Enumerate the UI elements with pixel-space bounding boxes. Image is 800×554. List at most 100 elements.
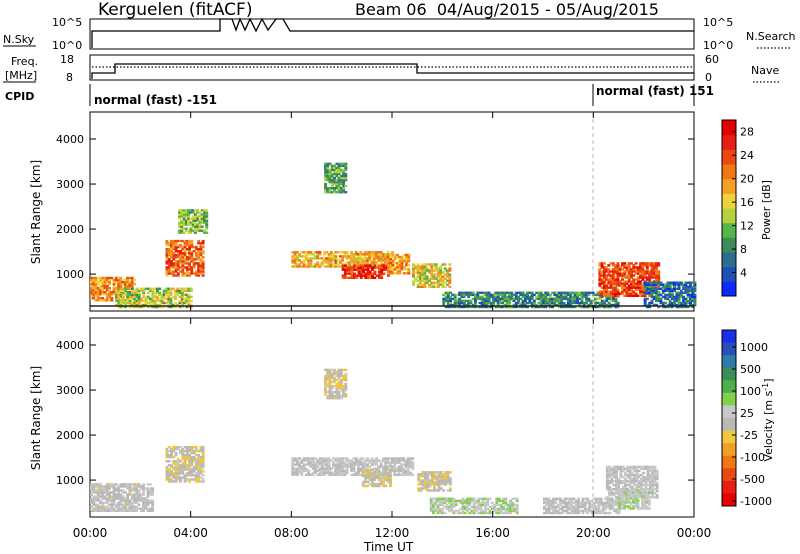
heatmap-cell (181, 464, 185, 467)
heatmap-cell (366, 270, 370, 273)
heatmap-cell (480, 299, 484, 303)
heatmap-cell (617, 509, 621, 513)
heatmap-cell (628, 483, 632, 487)
heatmap-cell (514, 297, 518, 301)
heatmap-cell (183, 254, 187, 257)
heatmap-cell (477, 507, 481, 511)
heatmap-cell (437, 283, 440, 286)
heatmap-cell (363, 463, 367, 466)
heatmap-cell (337, 372, 341, 376)
heatmap-cell (555, 299, 559, 303)
heatmap-cell (328, 376, 332, 380)
heatmap-cell (648, 287, 652, 290)
heatmap-cell (197, 272, 201, 275)
heatmap-cell (471, 297, 475, 301)
heatmap-cell (615, 469, 618, 473)
heatmap-cell (434, 501, 438, 505)
heatmap-cell (677, 285, 681, 288)
heatmap-cell (130, 501, 134, 504)
heatmap-cell (630, 290, 633, 293)
cpid-mode-1: normal (fast) -151 (94, 93, 217, 107)
heatmap-cell (302, 465, 306, 468)
heatmap-cell (613, 509, 617, 513)
heatmap-cell (632, 497, 635, 500)
heatmap-cell (684, 297, 688, 301)
heatmap-cell (165, 268, 169, 271)
heatmap-cell (94, 489, 98, 492)
heatmap-cell (366, 268, 370, 271)
heatmap-cell (442, 489, 445, 492)
heatmap-cell (452, 511, 456, 515)
heatmap-cell (176, 472, 180, 475)
heatmap-cell (496, 295, 500, 299)
heatmap-cell (400, 268, 404, 271)
heatmap-cell (197, 478, 201, 481)
heatmap-cell (334, 465, 338, 468)
heatmap-cell (335, 395, 339, 398)
power-colorbar-tick-label: 20 (740, 173, 754, 186)
heatmap-cell (309, 259, 313, 262)
velocity-colorbar-swatch (722, 330, 736, 344)
heatmap-cell (370, 474, 374, 478)
heatmap-cell (333, 370, 336, 374)
heatmap-cell (176, 268, 180, 271)
heatmap-cell (366, 253, 369, 256)
heatmap-cell (391, 467, 394, 470)
heatmap-cell (444, 291, 448, 294)
heatmap-cell (462, 293, 466, 297)
heatmap-cell (560, 303, 563, 307)
heatmap-cell (442, 481, 445, 484)
heatmap-cell (630, 477, 634, 481)
heatmap-cell (314, 467, 317, 470)
heatmap-cell (184, 219, 188, 222)
heatmap-cell (606, 501, 610, 505)
nsky-label: N.Sky (3, 33, 35, 46)
heatmap-cell (641, 282, 645, 285)
heatmap-cell (139, 499, 143, 502)
heatmap-cell (641, 286, 645, 289)
heatmap-cell (657, 295, 661, 299)
heatmap-cell (686, 287, 690, 290)
heatmap-cell (583, 509, 587, 513)
heatmap-cell (630, 268, 633, 271)
heatmap-cell (600, 305, 604, 309)
heatmap-cell (608, 473, 612, 477)
heatmap-cell (650, 295, 654, 299)
heatmap-cell (627, 493, 631, 496)
heatmap-cell (579, 509, 583, 513)
heatmap-cell (630, 485, 634, 489)
heatmap-cell (344, 191, 348, 194)
heatmap-cell (372, 257, 376, 260)
heatmap-cell (193, 229, 197, 232)
heatmap-cell (142, 497, 145, 500)
heatmap-cell (607, 278, 611, 281)
heatmap-cell (307, 459, 311, 462)
heatmap-cell (155, 297, 159, 301)
heatmap-cell (103, 485, 107, 488)
heatmap-cell (445, 497, 449, 500)
heatmap-cell (151, 501, 155, 504)
heatmap-cell (436, 511, 440, 515)
freq-panel-frame (89, 54, 695, 81)
heatmap-cell (377, 274, 381, 277)
heatmap-cell (133, 507, 136, 510)
heatmap-cell (421, 481, 425, 484)
heatmap-cell (605, 282, 609, 285)
heatmap-cell (397, 469, 401, 472)
heatmap-cell (521, 301, 525, 305)
heatmap-cell (636, 272, 640, 275)
heatmap-cell (353, 276, 356, 279)
heatmap-cell (366, 257, 369, 260)
heatmap-cell (614, 290, 618, 293)
heatmap-cell (153, 291, 157, 294)
heatmap-cell (406, 465, 410, 468)
heatmap-cell (133, 305, 137, 309)
heatmap-cell (561, 509, 564, 513)
heatmap-cell (96, 499, 100, 502)
heatmap-cell (105, 489, 109, 492)
heatmap-cell (189, 287, 193, 290)
heatmap-cell (418, 271, 422, 274)
heatmap-cell (627, 505, 631, 508)
heatmap-cell (320, 463, 324, 466)
heatmap-cell (444, 295, 448, 299)
